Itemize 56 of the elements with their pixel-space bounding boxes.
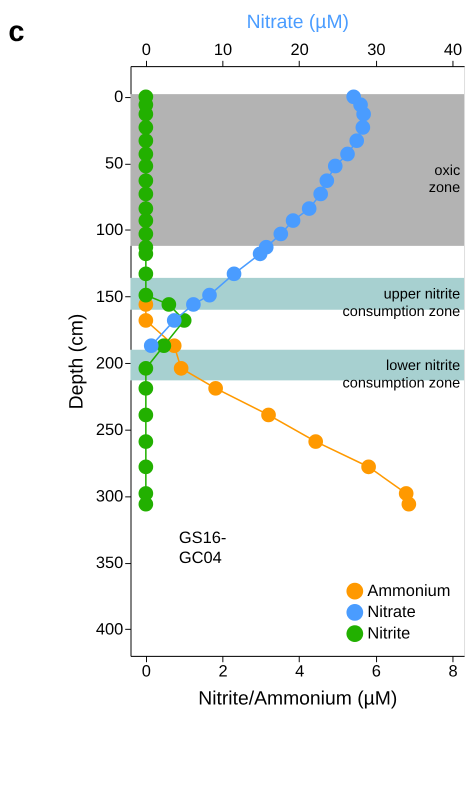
point	[138, 408, 154, 422]
band-label: oxic zone	[428, 162, 460, 196]
point	[138, 201, 154, 216]
y-tick-label: 150	[96, 288, 124, 306]
point	[162, 297, 176, 312]
point	[261, 408, 276, 422]
y-tick-label: 400	[96, 620, 124, 639]
x-tick-label: 6	[372, 662, 381, 681]
y-tick-label: 100	[96, 221, 124, 240]
point	[138, 460, 154, 474]
point	[402, 496, 416, 512]
point	[138, 266, 154, 282]
point	[156, 338, 172, 354]
y-tick-label: 0	[114, 88, 124, 106]
x2-tick-label: 20	[290, 41, 309, 60]
point	[138, 313, 154, 328]
y-axis-title: Depth (cm)	[66, 314, 88, 410]
x-tick-label: 2	[218, 662, 228, 681]
point	[138, 226, 154, 242]
x2-tick-label: 30	[367, 41, 386, 60]
y-tick-label: 250	[96, 420, 124, 439]
chart-title: c	[8, 16, 24, 48]
x-axis-title: Nitrite/Ammonium (µM)	[198, 688, 398, 710]
legend-label: Nitrite	[367, 624, 410, 643]
x2-tick-label: 10	[214, 41, 232, 60]
x2-axis-title: Nitrate (µM)	[246, 12, 349, 33]
y-tick-label: 200	[96, 354, 124, 372]
legend-label: Nitrate	[367, 603, 416, 622]
point	[138, 146, 154, 162]
point	[208, 381, 223, 396]
x-tick-label: 8	[448, 662, 458, 681]
point	[138, 133, 154, 148]
point	[308, 434, 324, 449]
point	[138, 158, 154, 174]
point	[138, 496, 154, 512]
x2-tick-label: 0	[142, 41, 151, 60]
band-label: lower nitrite consumption zone	[342, 358, 460, 392]
band-label: upper nitrite consumption zone	[342, 286, 460, 320]
point	[174, 361, 188, 376]
x-tick-label: 4	[295, 662, 304, 681]
x-tick-label: 0	[142, 662, 151, 681]
y-tick-label: 300	[96, 487, 124, 506]
point	[138, 381, 154, 396]
x2-tick-label: 40	[444, 41, 462, 60]
point	[138, 173, 154, 188]
point	[138, 288, 154, 302]
legend-label: Ammonium	[367, 582, 450, 600]
point	[138, 434, 154, 449]
point	[138, 120, 154, 135]
point	[361, 460, 376, 474]
point	[138, 361, 154, 376]
point	[138, 186, 154, 202]
annotation: GS16- GC04	[178, 528, 226, 568]
y-tick-label: 50	[104, 154, 124, 173]
point	[138, 213, 154, 228]
y-tick-label: 350	[96, 554, 124, 572]
